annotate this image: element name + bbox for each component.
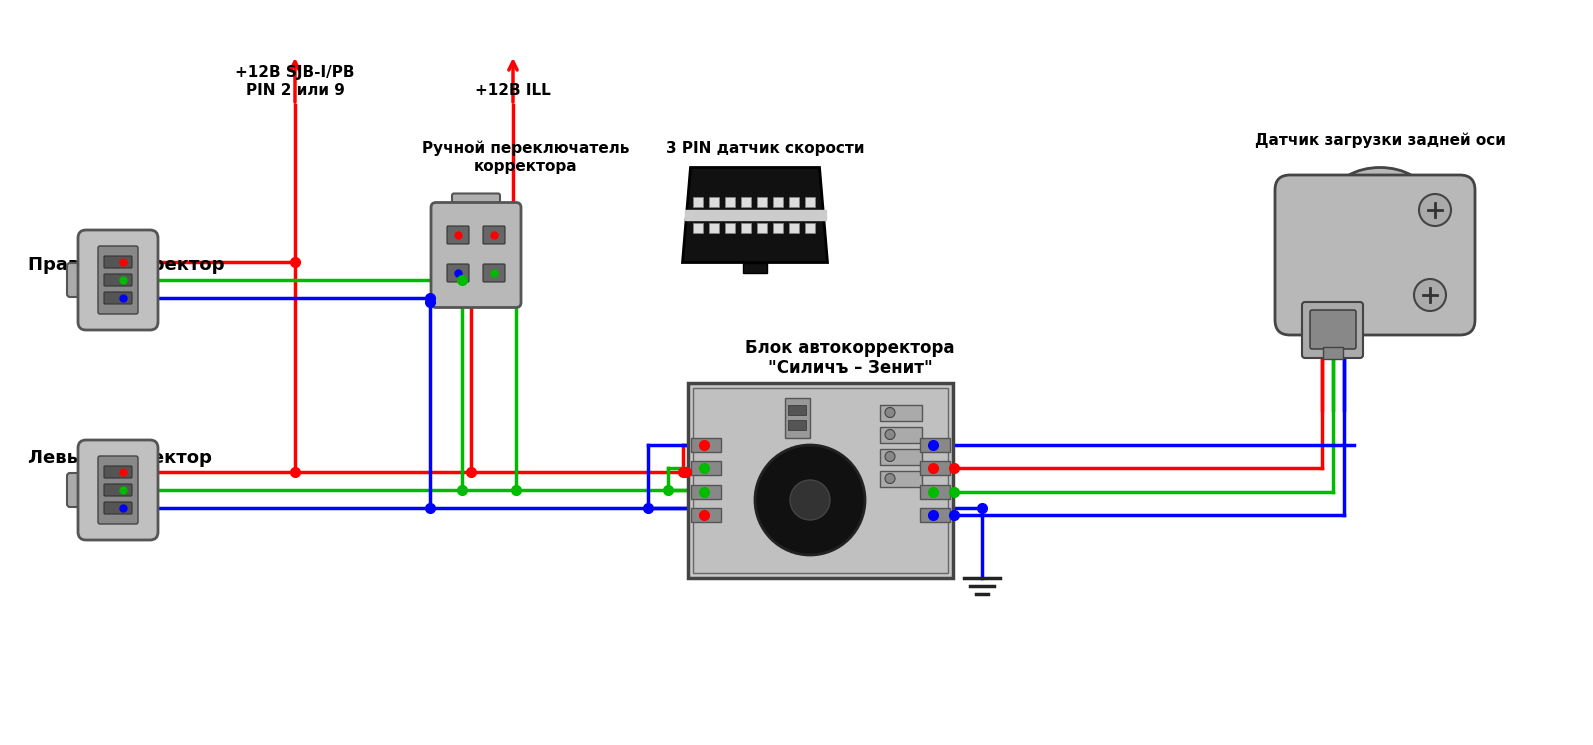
FancyBboxPatch shape [1309, 310, 1356, 349]
Text: "Силичъ – Зенит": "Силичъ – Зенит" [768, 359, 932, 377]
FancyBboxPatch shape [104, 502, 132, 514]
Bar [688, 382, 953, 577]
Circle shape [886, 474, 895, 484]
Bar [690, 461, 720, 475]
Bar [773, 223, 782, 233]
Text: +12В ILL: +12В ILL [475, 83, 551, 98]
FancyBboxPatch shape [78, 230, 158, 330]
Bar [741, 197, 750, 207]
Circle shape [1415, 279, 1446, 311]
FancyBboxPatch shape [483, 226, 505, 244]
Bar [757, 223, 766, 233]
Circle shape [755, 445, 865, 555]
Bar [693, 223, 703, 233]
Bar [879, 426, 922, 443]
FancyBboxPatch shape [99, 246, 139, 314]
Ellipse shape [1335, 168, 1426, 223]
FancyBboxPatch shape [104, 292, 132, 304]
Bar [693, 387, 948, 572]
Bar [757, 197, 766, 207]
Bar [919, 461, 949, 475]
Bar [789, 419, 806, 430]
Bar [709, 197, 718, 207]
Circle shape [790, 480, 830, 520]
FancyBboxPatch shape [67, 473, 91, 507]
Text: +12В SJB-I/PB: +12В SJB-I/PB [236, 65, 355, 80]
Circle shape [886, 451, 895, 461]
Bar [879, 448, 922, 464]
Bar [879, 405, 922, 420]
Bar [919, 508, 949, 522]
Bar [709, 223, 718, 233]
Bar [789, 405, 806, 414]
FancyBboxPatch shape [104, 466, 132, 478]
Circle shape [1419, 194, 1451, 226]
Bar [742, 262, 766, 273]
Text: PIN 2 или 9: PIN 2 или 9 [245, 83, 344, 98]
Text: 3 PIN датчик скорости: 3 PIN датчик скорости [666, 141, 865, 156]
Bar [879, 471, 922, 486]
Bar [690, 508, 720, 522]
FancyBboxPatch shape [67, 263, 91, 297]
FancyBboxPatch shape [99, 456, 139, 524]
FancyBboxPatch shape [452, 194, 500, 212]
FancyBboxPatch shape [448, 264, 468, 282]
Bar [804, 223, 814, 233]
Bar [725, 197, 734, 207]
Bar [804, 197, 814, 207]
FancyBboxPatch shape [1274, 175, 1475, 335]
Bar [789, 197, 798, 207]
Bar [741, 223, 750, 233]
Text: Левый корректор: Левый корректор [29, 449, 212, 467]
Bar [789, 223, 798, 233]
Text: Датчик загрузки задней оси: Датчик загрузки задней оси [1255, 133, 1505, 148]
FancyBboxPatch shape [1301, 302, 1364, 358]
FancyBboxPatch shape [448, 226, 468, 244]
Text: корректора: корректора [475, 159, 578, 174]
FancyBboxPatch shape [483, 264, 505, 282]
Text: Блок автокорректора: Блок автокорректора [746, 339, 954, 357]
Bar [690, 438, 720, 452]
FancyBboxPatch shape [78, 440, 158, 540]
Bar [1324, 347, 1343, 359]
FancyBboxPatch shape [104, 484, 132, 496]
Bar [785, 398, 809, 437]
FancyBboxPatch shape [432, 203, 521, 308]
Bar [919, 438, 949, 452]
FancyBboxPatch shape [104, 274, 132, 286]
Bar [693, 197, 703, 207]
Circle shape [886, 408, 895, 417]
Text: Правый корректор: Правый корректор [29, 256, 225, 274]
Bar [773, 197, 782, 207]
Bar [690, 485, 720, 499]
Text: Ручной переключатель: Ручной переключатель [422, 140, 629, 156]
Bar [919, 485, 949, 499]
Bar [725, 223, 734, 233]
FancyBboxPatch shape [104, 256, 132, 268]
Polygon shape [682, 168, 827, 262]
Circle shape [886, 430, 895, 440]
